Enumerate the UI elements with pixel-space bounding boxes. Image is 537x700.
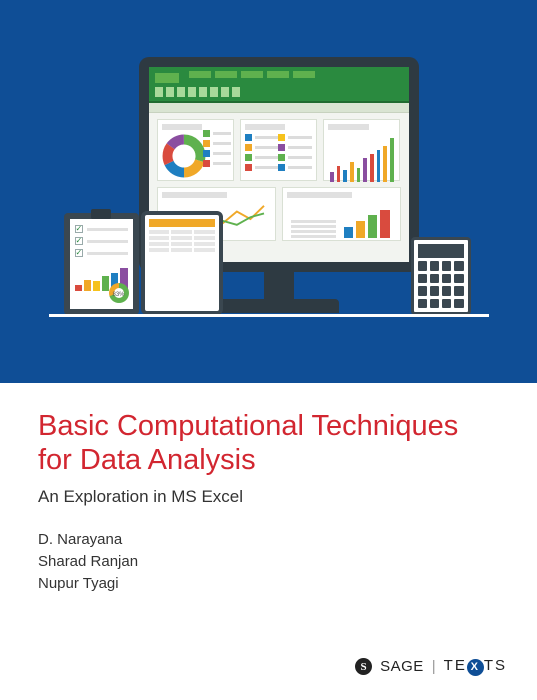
excel-ribbon <box>149 67 409 103</box>
series-name: TEXTS <box>444 657 507 676</box>
author-1: D. Narayana <box>38 529 499 551</box>
monitor-stand <box>264 272 294 302</box>
author-2: Sharad Ranjan <box>38 551 499 573</box>
donut-chart-card <box>157 119 234 181</box>
hero-panel: ✓✓✓ 83% <box>0 0 537 380</box>
color-legend <box>245 134 279 171</box>
color-legend-2 <box>278 134 312 171</box>
clipboard-pie-label: 83% <box>112 292 124 298</box>
donut-chart-icon <box>162 134 206 178</box>
tablet-device <box>141 211 223 315</box>
author-3: Nupur Tyagi <box>38 573 499 595</box>
legend-card <box>240 119 317 181</box>
bar-chart-icon <box>328 134 395 182</box>
authors-list: D. Narayana Sharad Ranjan Nupur Tyagi <box>38 529 499 594</box>
monitor-base <box>219 299 339 313</box>
desk-line <box>49 314 489 317</box>
book-title: Basic Computational Techniques for Data … <box>38 409 499 477</box>
series-x-icon: X <box>467 659 484 676</box>
mini-bar-icon <box>342 204 392 238</box>
stats-card <box>282 187 401 241</box>
bar-chart-card <box>323 119 400 181</box>
book-subtitle: An Exploration in MS Excel <box>38 487 499 507</box>
calculator-device <box>411 237 471 315</box>
tablet-bars-icon <box>149 256 215 290</box>
sage-word: SAGE <box>380 658 424 675</box>
donut-legend <box>203 130 231 167</box>
brand-divider: | <box>432 658 436 675</box>
text-block: Basic Computational Techniques for Data … <box>0 383 537 595</box>
cover-illustration: ✓✓✓ 83% <box>49 37 489 377</box>
clipboard-device: ✓✓✓ 83% <box>64 213 139 315</box>
sage-logo-icon: S <box>355 658 372 675</box>
publisher-brand: S SAGE | TEXTS <box>355 657 507 676</box>
